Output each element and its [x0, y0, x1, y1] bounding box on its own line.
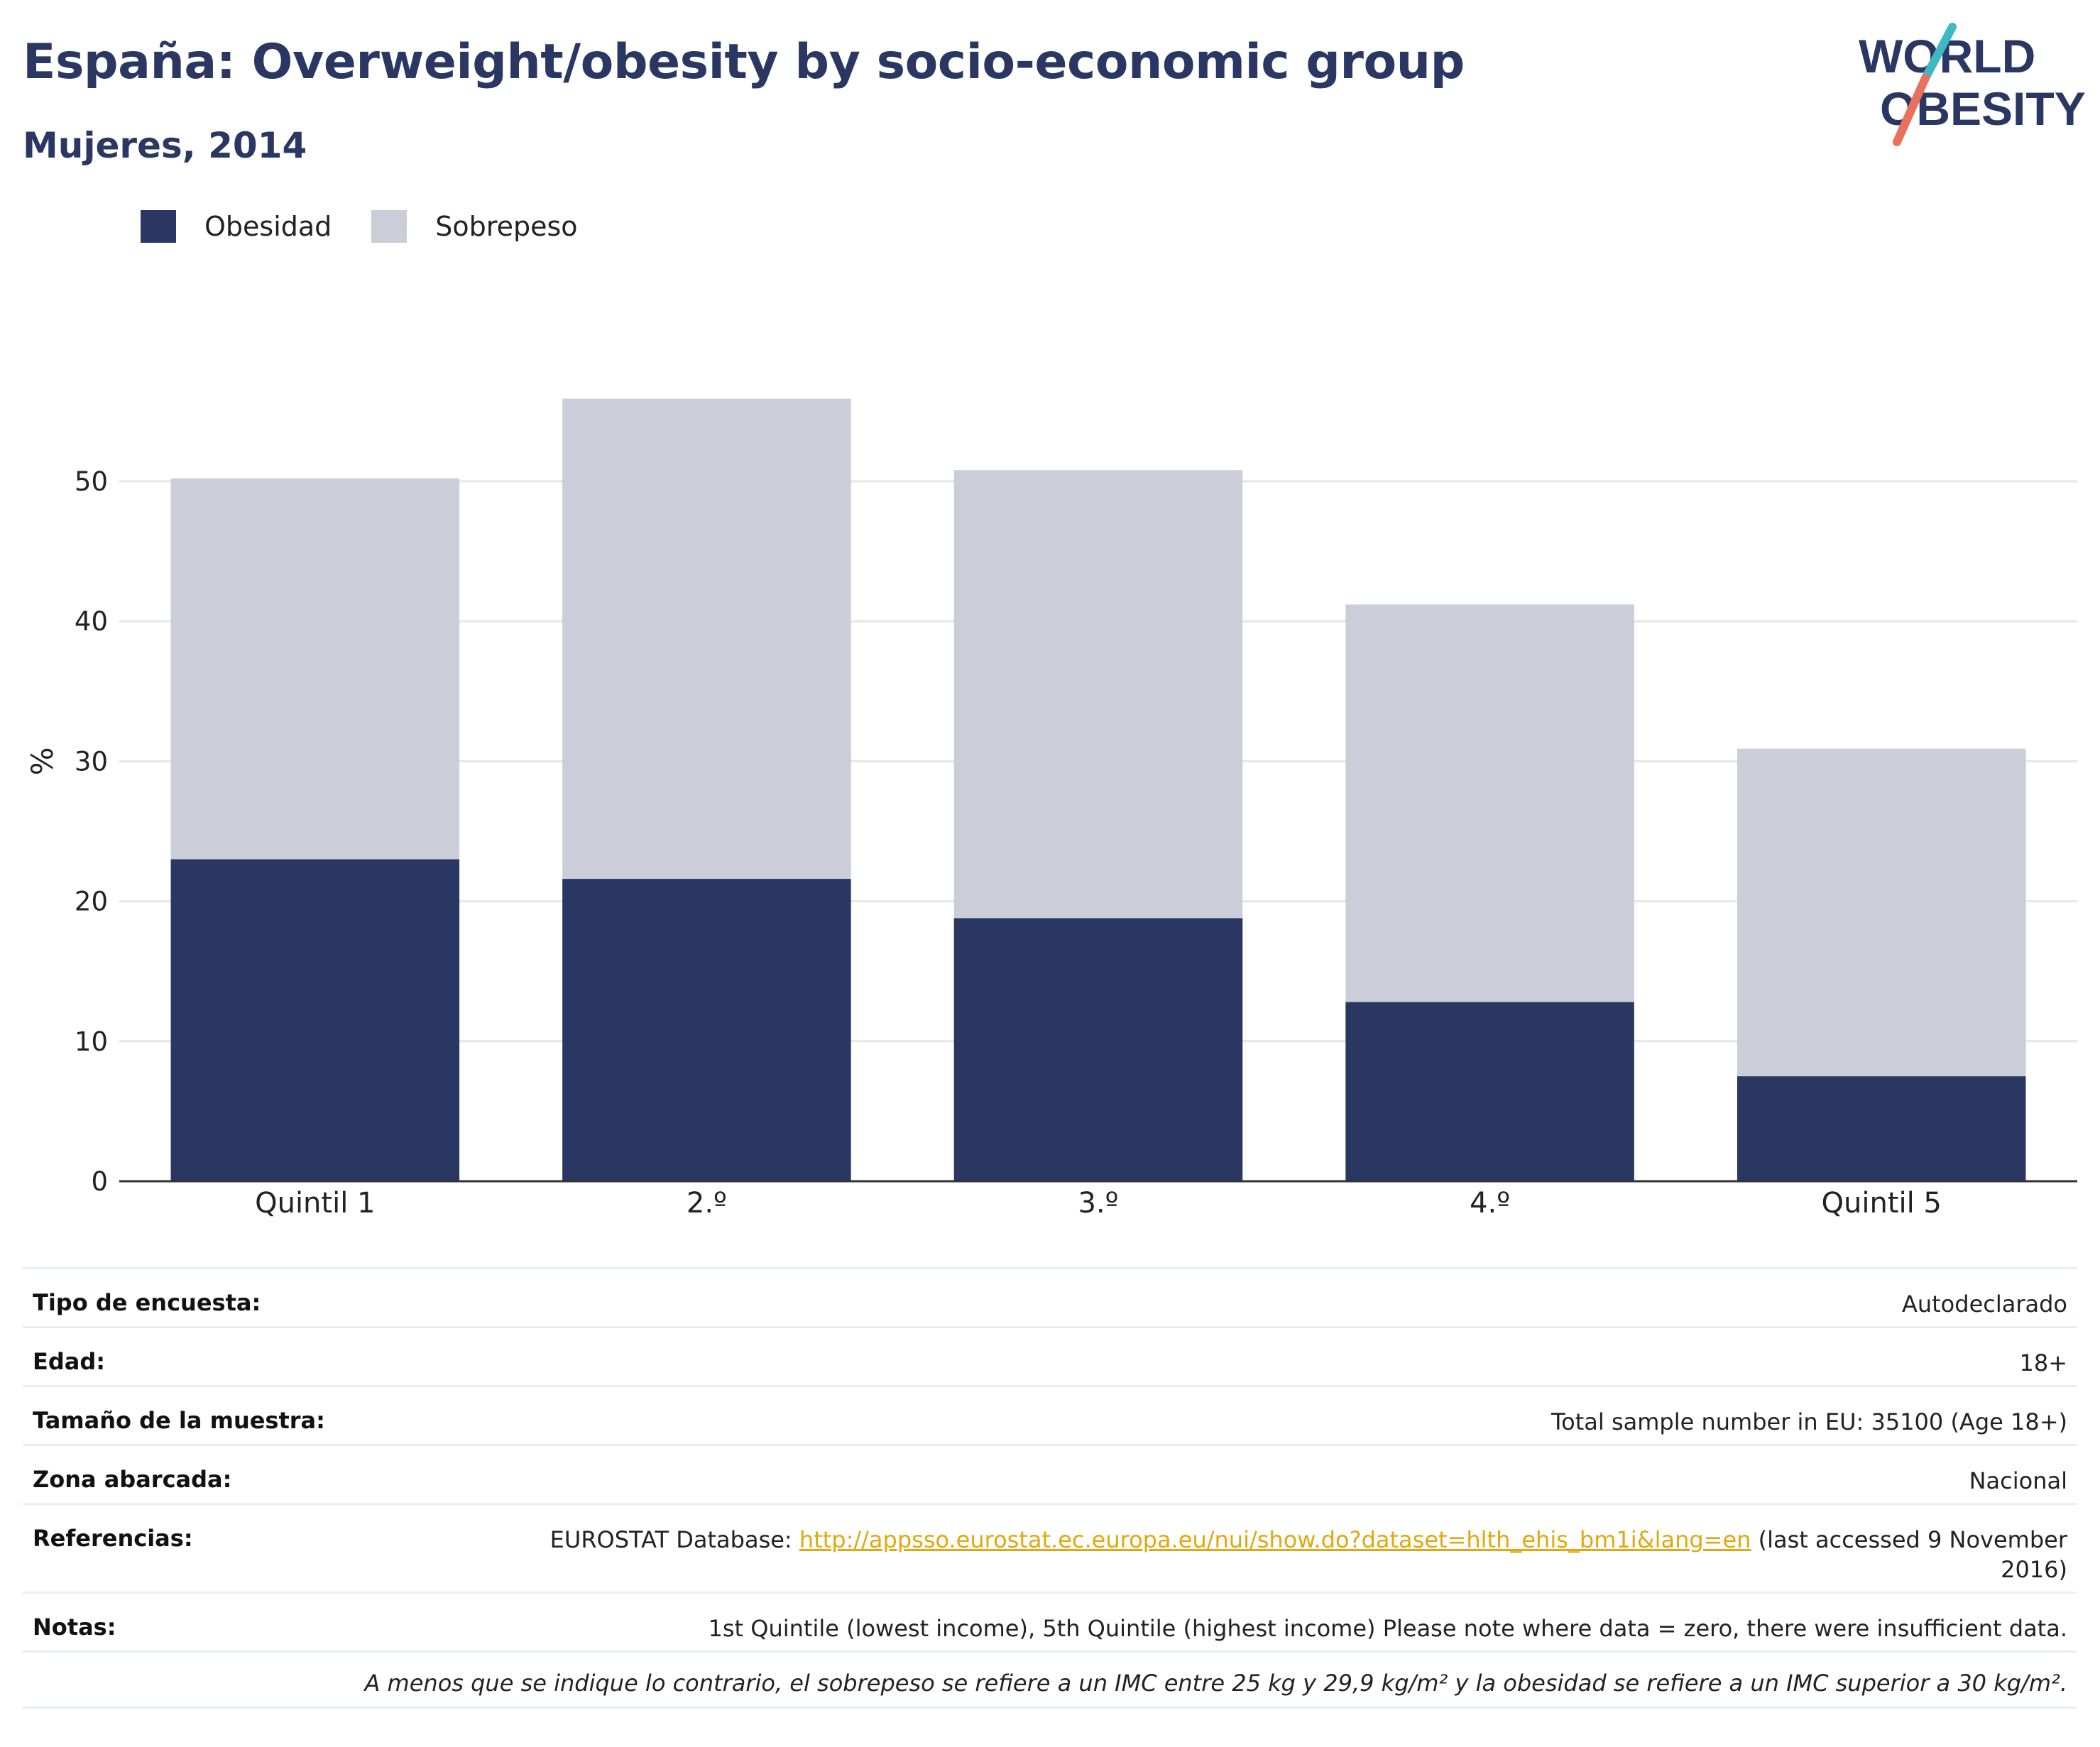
reference-prefix: EUROSTAT Database: — [549, 1526, 799, 1553]
stacked-bar-chart: 0 10 20 30 40 50% Quintil 1 2.º 3.º 4.º Quintil 5 — [25, 398, 2077, 1220]
axes: 0 10 20 30 40 50% Quintil 1 2.º 3.º 4.º Quintil 5 — [25, 466, 2077, 1220]
bars — [170, 398, 2026, 1181]
info-row-survey-type: Tipo de encuesta: Autodeclarado — [23, 1267, 2077, 1326]
bar-obesidad — [562, 879, 851, 1181]
info-row-area: Zona abarcada: Nacional — [23, 1444, 2077, 1503]
info-value-area: Nacional — [1969, 1467, 2067, 1494]
bar-obesidad — [1345, 1002, 1634, 1181]
info-label-survey-type: Tipo de encuesta: — [33, 1289, 261, 1316]
bar-sobrepeso — [562, 398, 851, 880]
x-tick-label: 2.º — [687, 1187, 727, 1220]
info-table: Tipo de encuesta: Autodeclarado Edad: 18… — [23, 1267, 2077, 1709]
info-label-sample-size: Tamaño de la muestra: — [33, 1407, 325, 1434]
legend-swatch-sobrepeso — [371, 210, 408, 243]
info-value-survey-type: Autodeclarado — [1901, 1291, 2067, 1318]
legend-item-obesidad[interactable]: Obesidad — [141, 210, 332, 243]
x-tick-label: Quintil 5 — [1822, 1187, 1942, 1220]
page-title: España: Overweight/obesity by socio-econ… — [23, 34, 1465, 90]
info-value-age: 18+ — [2019, 1349, 2067, 1376]
x-tick-label: 4.º — [1470, 1187, 1510, 1220]
reference-suffix: (last accessed 9 November 2016) — [1751, 1526, 2067, 1583]
chart-legend: Obesidad Sobrepeso — [141, 210, 618, 243]
bar-sobrepeso — [1737, 748, 2026, 1077]
y-tick-label: 10 — [75, 1026, 108, 1057]
y-tick-label: 50 — [75, 466, 108, 497]
legend-item-sobrepeso[interactable]: Sobrepeso — [371, 210, 578, 243]
bar-sobrepeso — [170, 478, 460, 860]
y-tick-label: 20 — [75, 887, 108, 917]
info-row-references: Referencias: EUROSTAT Database: http://a… — [23, 1503, 2077, 1592]
bar-sobrepeso — [953, 470, 1243, 919]
logo-slash-coral — [1893, 74, 1930, 146]
bar-sobrepeso — [1345, 604, 1634, 1002]
info-row-age: Edad: 18+ — [23, 1326, 2077, 1385]
info-label-area: Zona abarcada: — [33, 1466, 232, 1493]
y-axis-label: % — [25, 747, 60, 775]
world-obesity-logo: WORLD OBESITY — [1859, 23, 2086, 146]
bar-obesidad — [1737, 1076, 2026, 1181]
info-row-sample-size: Tamaño de la muestra: Total sample numbe… — [23, 1385, 2077, 1444]
info-label-age: Edad: — [33, 1348, 106, 1375]
info-label-references: Referencias: — [33, 1525, 193, 1552]
definition-footnote: A menos que se indique lo contrario, el … — [23, 1650, 2077, 1709]
bar-obesidad — [953, 918, 1243, 1181]
logo-slash-teal — [1921, 23, 1957, 82]
bar-obesidad — [170, 859, 460, 1181]
legend-label-obesidad: Obesidad — [204, 211, 332, 242]
info-value-notes: 1st Quintile (lowest income), 5th Quinti… — [708, 1615, 2068, 1642]
y-tick-label: 0 — [91, 1166, 108, 1197]
info-label-notes: Notas: — [33, 1614, 116, 1641]
x-tick-label: 3.º — [1078, 1187, 1118, 1220]
info-value-references: EUROSTAT Database: http://appsso.eurosta… — [505, 1525, 2067, 1584]
y-tick-label: 30 — [75, 746, 108, 777]
info-row-notes: Notas: 1st Quintile (lowest income), 5th… — [23, 1592, 2077, 1650]
legend-swatch-obesidad — [141, 210, 176, 243]
y-tick-label: 40 — [75, 606, 108, 637]
info-value-sample-size: Total sample number in EU: 35100 (Age 18… — [1551, 1408, 2067, 1435]
x-tick-label: Quintil 1 — [255, 1187, 375, 1220]
reference-link[interactable]: http://appsso.eurostat.ec.europa.eu/nui/… — [799, 1526, 1751, 1553]
page-subtitle: Mujeres, 2014 — [23, 125, 307, 166]
legend-label-sobrepeso: Sobrepeso — [435, 211, 578, 242]
